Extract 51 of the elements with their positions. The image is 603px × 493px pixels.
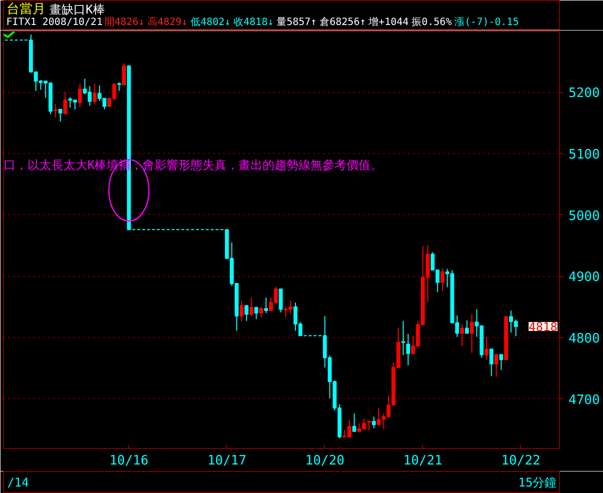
text: 4818 [528, 320, 558, 334]
candlestick [254, 306, 258, 320]
text: 收4818↓ [234, 17, 274, 28]
text: 高4829↓ [147, 16, 188, 28]
candlestick [259, 306, 264, 318]
text: 量5857↑ [276, 17, 317, 28]
candlestick [122, 62, 126, 86]
y-tick-label: 5100 [568, 148, 600, 163]
candlestick [240, 300, 244, 322]
x-tick-label: 10/22 [501, 454, 540, 468]
x-tick-label: 10/16 [109, 454, 148, 468]
y-tick-label: 4700 [568, 392, 600, 408]
y-tick-label: 5200 [568, 86, 600, 102]
candlestick [352, 413, 356, 432]
text: 增+1044 [368, 16, 409, 28]
candlestick [406, 333, 410, 366]
text: FITX1 2008/10/21 [6, 17, 103, 28]
text: 15分鐘 [518, 476, 557, 490]
y-tick-label: 4900 [568, 270, 600, 286]
candlestick [464, 320, 469, 334]
candlestick [92, 83, 97, 104]
y-tick-label: 5000 [568, 208, 600, 224]
text: 振0.56% [412, 16, 452, 28]
candlestick [249, 297, 254, 317]
text: 低4802↓ [190, 17, 231, 28]
x-tick-label: 10/20 [305, 454, 344, 468]
candlestick [264, 297, 268, 314]
candlestick [78, 83, 82, 108]
x-tick-label: 10/17 [207, 454, 246, 468]
y-tick-label: 4800 [568, 332, 600, 347]
candlestick [372, 416, 376, 429]
text: 倉68256↑ [320, 16, 366, 28]
candlestick [58, 108, 62, 122]
candlestick [63, 92, 68, 115]
candlestick [494, 354, 498, 378]
text: /14 [7, 476, 29, 490]
candlestick [440, 268, 444, 292]
text: 開4826↓ [104, 17, 144, 28]
candlestick [460, 324, 464, 347]
chart-title: 台當月 [6, 2, 46, 17]
candlestick [484, 336, 488, 361]
candlestick [489, 348, 494, 377]
candlestick [53, 103, 58, 118]
candlestick [278, 288, 283, 313]
chart-subtitle: 畫缺口K棒 [50, 2, 105, 16]
candlestick [499, 354, 504, 371]
candlestick [401, 320, 406, 356]
candlestick [470, 314, 474, 354]
candlestick [244, 304, 248, 322]
text: 漲(-7)-0.15 [454, 16, 519, 28]
x-tick-label: 10/21 [403, 454, 442, 468]
